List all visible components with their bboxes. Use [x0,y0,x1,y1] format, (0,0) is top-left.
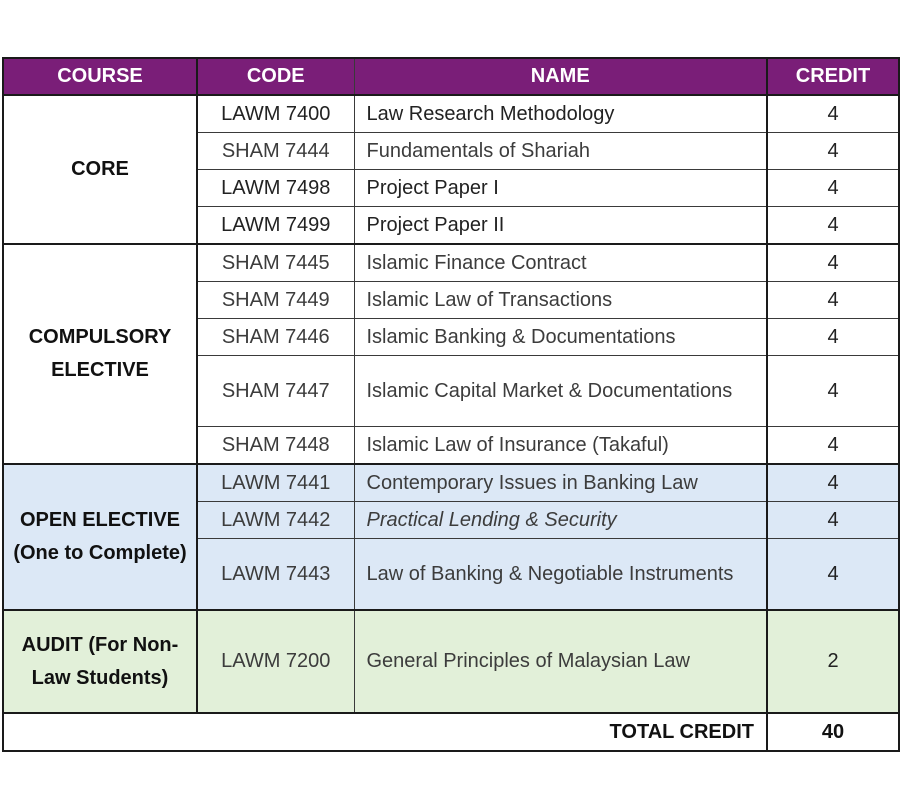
header-course: COURSE [2,57,198,96]
group-core: CORE [2,94,198,245]
course-code: SHAM 7449 [196,281,355,319]
header-code: CODE [196,57,355,96]
table-row: SHAM 7446 Islamic Banking & Documentatio… [3,318,900,356]
course-name: Islamic Law of Transactions [353,281,768,319]
total-row: TOTAL CREDIT 40 [2,712,900,752]
course-table: COURSE CODE NAME CREDIT CORE LAWM 7400 L… [2,57,900,752]
total-credit-label: TOTAL CREDIT [2,712,768,752]
course-name: Practical Lending & Security [353,501,768,539]
course-credit: 4 [766,132,900,170]
course-code: SHAM 7444 [196,132,355,170]
header-name: NAME [353,57,768,96]
header-credit: CREDIT [766,57,900,96]
course-name: Law of Banking & Negotiable Instruments [353,538,768,611]
course-name: Islamic Banking & Documentations [353,318,768,356]
course-code: LAWM 7441 [196,463,355,502]
table-row: SHAM 7447 Islamic Capital Market & Docum… [3,355,900,427]
table-row: AUDIT (For Non-Law Students) LAWM 7200 G… [2,609,900,714]
course-credit: 4 [766,281,900,319]
course-credit: 4 [766,169,900,207]
course-code: LAWM 7443 [196,538,355,611]
course-name: Islamic Finance Contract [353,243,768,282]
course-credit: 4 [766,94,900,133]
table-row: LAWM 7499 Project Paper II 4 [3,206,900,245]
course-name: Law Research Methodology [353,94,768,133]
group-compulsory-elective: COMPULSORY ELECTIVE [2,243,198,465]
header-row: COURSE CODE NAME CREDIT [2,57,900,96]
course-credit: 4 [766,355,900,427]
course-code: SHAM 7446 [196,318,355,356]
course-credit: 4 [766,538,900,611]
table-row: CORE LAWM 7400 Law Research Methodology … [2,94,900,245]
course-credit: 4 [766,318,900,356]
course-credit: 4 [766,206,900,245]
table-row: LAWM 7442 Practical Lending & Security 4 [3,501,900,539]
course-credit: 4 [766,463,900,502]
course-code: LAWM 7200 [196,609,355,714]
course-code: LAWM 7499 [196,206,355,245]
course-credit: 4 [766,501,900,539]
course-name: Islamic Law of Insurance (Takaful) [353,426,768,465]
course-code: LAWM 7442 [196,501,355,539]
course-code: LAWM 7400 [196,94,355,133]
course-code: SHAM 7447 [196,355,355,427]
course-name: Contemporary Issues in Banking Law [353,463,768,502]
table-row: SHAM 7449 Islamic Law of Transactions 4 [3,281,900,319]
course-code: LAWM 7498 [196,169,355,207]
table-row: SHAM 7448 Islamic Law of Insurance (Taka… [3,426,900,465]
course-name: Project Paper II [353,206,768,245]
course-credit: 4 [766,426,900,465]
group-audit: AUDIT (For Non-Law Students) [2,609,198,714]
table-row: LAWM 7498 Project Paper I 4 [3,169,900,207]
course-name: Islamic Capital Market & Documentations [353,355,768,427]
total-credit-value: 40 [766,712,900,752]
course-credit: 2 [766,609,900,714]
table-row: SHAM 7444 Fundamentals of Shariah 4 [3,132,900,170]
table-row: OPEN ELECTIVE (One to Complete) LAWM 744… [2,463,900,611]
table-row: COMPULSORY ELECTIVE SHAM 7445 Islamic Fi… [2,243,900,465]
course-code: SHAM 7448 [196,426,355,465]
course-code: SHAM 7445 [196,243,355,282]
course-name: General Principles of Malaysian Law [353,609,768,714]
course-credit: 4 [766,243,900,282]
course-name: Project Paper I [353,169,768,207]
course-name: Fundamentals of Shariah [353,132,768,170]
table-row: LAWM 7443 Law of Banking & Negotiable In… [3,538,900,611]
group-open-elective: OPEN ELECTIVE (One to Complete) [2,463,198,611]
